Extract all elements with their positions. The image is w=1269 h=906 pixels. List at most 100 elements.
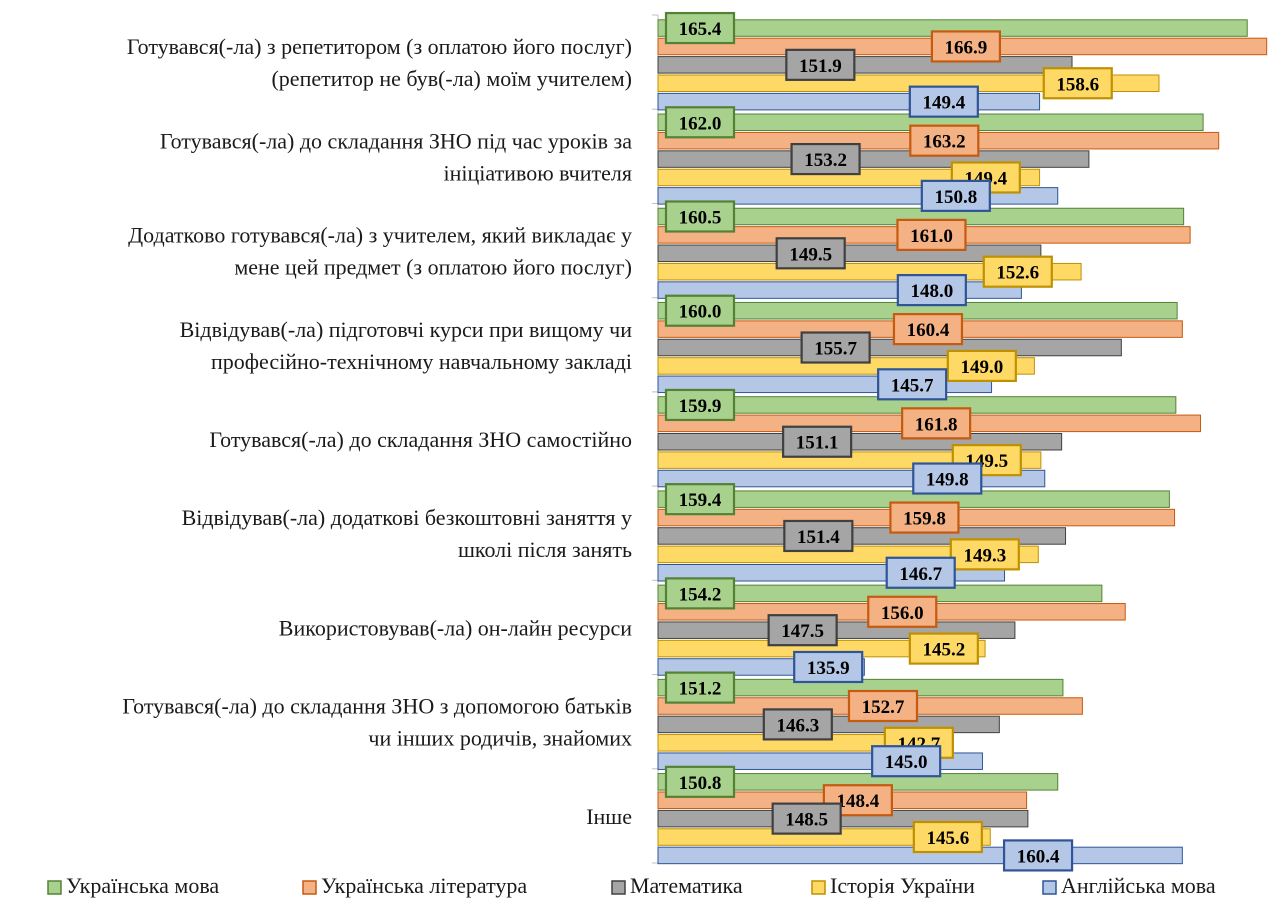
legend-swatch <box>611 880 626 895</box>
data-label: 150.8 <box>920 179 991 212</box>
data-label-box <box>664 11 736 45</box>
data-label-text: 161.8 <box>915 414 958 435</box>
data-label-box <box>664 106 736 139</box>
legend-label: Українська література <box>321 873 527 898</box>
category-label: професійно-технічному навчальному заклад… <box>211 349 632 374</box>
data-label-box <box>949 538 1020 571</box>
data-label: 147.5 <box>767 614 838 647</box>
data-label-text: 146.7 <box>899 564 942 585</box>
data-label: 145.0 <box>871 745 942 778</box>
data-label-text: 160.0 <box>679 302 722 323</box>
data-label: 163.2 <box>909 124 980 157</box>
data-label-text: 152.7 <box>862 697 905 718</box>
data-label: 148.0 <box>896 273 967 307</box>
category-label: ініціативою вчителя <box>443 160 632 185</box>
data-label-text: 155.7 <box>814 339 857 360</box>
data-label-box <box>930 30 1002 63</box>
category-label: (репетитор не був(-ла) моїм учителем) <box>271 66 632 91</box>
data-label-text: 135.9 <box>807 658 850 679</box>
data-label-text: 149.0 <box>960 357 1003 378</box>
data-label-box <box>767 614 838 647</box>
category-label: мене цей предмет (з оплатою його послуг) <box>234 255 632 280</box>
data-label-text: 154.2 <box>679 584 722 605</box>
data-label-box <box>885 556 956 589</box>
data-label: 166.9 <box>930 30 1002 63</box>
data-label: 146.3 <box>762 708 833 741</box>
data-label: 149.0 <box>946 349 1017 383</box>
data-label-text: 150.8 <box>679 773 722 794</box>
data-label: 151.2 <box>664 671 736 704</box>
data-label-box <box>908 85 979 118</box>
legend-item[interactable]: Українська література <box>302 873 527 898</box>
data-label: 165.4 <box>664 11 736 45</box>
data-label-box <box>892 313 964 346</box>
data-label-box <box>877 368 948 401</box>
legend-item[interactable]: Історія України <box>811 873 975 898</box>
data-label: 145.2 <box>908 632 979 665</box>
bar <box>657 56 1073 74</box>
data-label-box <box>664 483 736 516</box>
legend-swatch <box>811 880 826 895</box>
data-label: 152.7 <box>847 689 919 723</box>
data-label-text: 146.3 <box>776 715 819 736</box>
data-label-text: 159.4 <box>679 490 722 511</box>
legend-item[interactable]: Англійська мова <box>1042 873 1216 898</box>
data-label-box <box>782 425 853 458</box>
data-label: 148.5 <box>771 802 842 835</box>
data-label-text: 161.0 <box>910 226 953 247</box>
category-label: школі після занять <box>458 537 632 562</box>
data-label-box <box>664 765 736 798</box>
category-labels-layer: Готувався(-ла) з репетитором (з оплатою … <box>122 34 632 829</box>
data-label-text: 159.9 <box>679 396 722 417</box>
data-label: 152.6 <box>982 255 1053 288</box>
data-label-box <box>1002 839 1074 872</box>
data-label: 149.8 <box>912 462 983 495</box>
legend-item[interactable]: Математика <box>611 873 743 898</box>
data-label: 158.6 <box>1042 67 1113 100</box>
data-label-box <box>785 48 856 81</box>
data-label-text: 166.9 <box>945 37 988 58</box>
data-label: 149.3 <box>949 538 1020 571</box>
data-label-box <box>664 200 736 233</box>
data-label-text: 160.4 <box>1017 846 1060 867</box>
data-label-text: 153.2 <box>804 150 847 171</box>
bar <box>657 74 1160 92</box>
data-label-text: 148.5 <box>785 810 828 831</box>
data-label: 160.4 <box>1002 839 1074 872</box>
data-label-text: 149.3 <box>963 545 1006 566</box>
data-label-text: 163.2 <box>923 132 966 153</box>
data-label-text: 151.2 <box>679 679 722 700</box>
data-label-box <box>871 745 942 778</box>
data-label: 151.9 <box>785 48 856 81</box>
data-label-box <box>762 708 833 741</box>
data-label: 160.4 <box>892 313 964 346</box>
data-label: 146.7 <box>885 556 956 589</box>
legend-label: Українська мова <box>66 873 219 898</box>
legend-label: Англійська мова <box>1061 873 1216 898</box>
data-label-box <box>664 577 736 610</box>
data-label-text: 165.4 <box>679 19 722 40</box>
data-label: 135.9 <box>793 650 864 684</box>
data-label-text: 159.8 <box>903 509 946 530</box>
data-label: 145.7 <box>877 368 948 401</box>
category-label: Відвідував(-ла) додаткові безкоштовні за… <box>182 505 632 530</box>
data-label-text: 149.5 <box>789 244 832 265</box>
category-label: Додатково готувався(-ла) з учителем, яки… <box>128 223 632 248</box>
legend-label: Математика <box>630 873 743 898</box>
data-label-box <box>664 294 736 327</box>
category-label: Готувався(-ла) з репетитором (з оплатою … <box>127 34 632 59</box>
data-label-box <box>982 255 1053 288</box>
data-label-text: 156.0 <box>881 603 924 624</box>
data-label: 160.5 <box>664 200 736 233</box>
data-label: 159.4 <box>664 483 736 516</box>
data-labels-layer: 165.4 166.9 151.9 158.6 149.4 162.0 163.2 153.2… <box>664 11 1113 872</box>
data-label: 149.5 <box>775 237 846 270</box>
data-label: 159.8 <box>889 501 960 534</box>
data-label-box <box>800 331 871 364</box>
legend-item[interactable]: Українська мова <box>47 873 219 898</box>
data-label: 156.0 <box>867 595 938 628</box>
data-label-box <box>867 595 938 628</box>
data-label-text: 152.6 <box>996 263 1039 284</box>
legend[interactable]: Українська мова Українська література Мате… <box>47 873 1216 898</box>
